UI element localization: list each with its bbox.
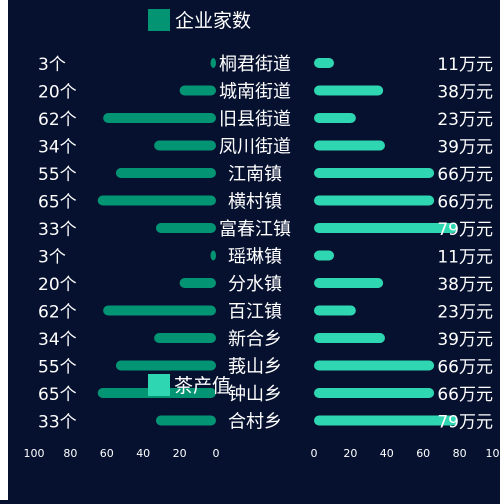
right-value-label-3: 39万元 bbox=[437, 138, 493, 158]
category-label-4: 江南镇 bbox=[228, 164, 282, 185]
left-axis-tick-0: 100 bbox=[24, 447, 45, 460]
left-value-label-9: 62个 bbox=[38, 303, 77, 323]
left-axis-tick-4: 20 bbox=[173, 447, 187, 460]
right-bar-10 bbox=[314, 333, 385, 343]
category-label-10: 新合乡 bbox=[228, 329, 282, 350]
left-value-label-8: 20个 bbox=[38, 275, 77, 295]
left-bar-10 bbox=[154, 333, 216, 343]
left-value-label-1: 20个 bbox=[38, 83, 77, 103]
legend-swatch-enterprises bbox=[148, 9, 170, 31]
category-label-13: 合村乡 bbox=[228, 412, 282, 433]
right-value-label-12: 66万元 bbox=[437, 385, 493, 405]
right-value-label-9: 23万元 bbox=[437, 303, 493, 323]
right-bar-7 bbox=[314, 251, 334, 261]
category-label-7: 瑶琳镇 bbox=[228, 247, 282, 268]
left-axis-tick-2: 60 bbox=[100, 447, 114, 460]
right-bar-0 bbox=[314, 58, 334, 68]
right-bar-9 bbox=[314, 306, 356, 316]
right-axis-tick-0: 0 bbox=[311, 447, 318, 460]
right-value-label-2: 23万元 bbox=[437, 110, 493, 130]
right-axis-tick-2: 40 bbox=[380, 447, 394, 460]
category-label-9: 百江镇 bbox=[228, 302, 282, 323]
right-bar-6 bbox=[314, 223, 458, 233]
left-value-label-2: 62个 bbox=[38, 110, 77, 130]
left-value-label-13: 33个 bbox=[38, 413, 77, 433]
left-value-label-7: 3个 bbox=[38, 248, 66, 268]
right-value-label-7: 11万元 bbox=[437, 248, 493, 268]
left-bar-13 bbox=[156, 416, 216, 426]
left-bar-9 bbox=[103, 306, 216, 316]
left-value-label-5: 65个 bbox=[38, 193, 77, 213]
left-bar-3 bbox=[154, 141, 216, 151]
left-value-label-6: 33个 bbox=[38, 220, 77, 240]
right-axis-tick-5: 100 bbox=[486, 447, 500, 460]
left-bar-1 bbox=[180, 86, 216, 96]
category-label-0: 桐君街道 bbox=[219, 54, 291, 75]
left-bar-4 bbox=[116, 168, 216, 178]
category-label-2: 旧县街道 bbox=[219, 109, 291, 130]
right-bar-12 bbox=[314, 388, 434, 398]
left-bar-2 bbox=[103, 113, 216, 123]
right-value-label-11: 66万元 bbox=[437, 358, 493, 378]
left-value-label-11: 55个 bbox=[38, 358, 77, 378]
right-bar-13 bbox=[314, 416, 458, 426]
right-value-label-4: 66万元 bbox=[437, 165, 493, 185]
left-value-label-4: 55个 bbox=[38, 165, 77, 185]
right-bar-1 bbox=[314, 86, 383, 96]
left-axis-tick-1: 80 bbox=[63, 447, 77, 460]
right-bar-2 bbox=[314, 113, 356, 123]
right-value-label-8: 38万元 bbox=[437, 275, 493, 295]
legend-label-enterprises: 企业家数 bbox=[175, 10, 251, 32]
category-label-6: 富春江镇 bbox=[219, 219, 291, 240]
left-bar-7 bbox=[211, 251, 216, 261]
right-bar-11 bbox=[314, 361, 434, 371]
left-bar-0 bbox=[211, 58, 216, 68]
left-axis-tick-5: 0 bbox=[213, 447, 220, 460]
category-label-11: 莪山乡 bbox=[228, 357, 282, 378]
left-axis-tick-3: 40 bbox=[136, 447, 150, 460]
legend-swatch-tea-output bbox=[148, 374, 170, 396]
category-label-8: 分水镇 bbox=[228, 274, 282, 295]
left-value-label-3: 34个 bbox=[38, 138, 77, 158]
right-axis-tick-4: 80 bbox=[453, 447, 467, 460]
right-bar-4 bbox=[314, 168, 434, 178]
right-bar-3 bbox=[314, 141, 385, 151]
right-value-label-1: 38万元 bbox=[437, 83, 493, 103]
category-label-12: 钟山乡 bbox=[228, 384, 282, 405]
legend-label-tea-output: 茶产值 bbox=[174, 375, 231, 397]
left-frame-edge bbox=[0, 0, 8, 500]
right-bar-8 bbox=[314, 278, 383, 288]
left-value-label-10: 34个 bbox=[38, 330, 77, 350]
right-value-label-10: 39万元 bbox=[437, 330, 493, 350]
left-value-label-12: 65个 bbox=[38, 385, 77, 405]
left-bar-8 bbox=[180, 278, 216, 288]
right-value-label-5: 66万元 bbox=[437, 193, 493, 213]
category-label-1: 城南街道 bbox=[219, 82, 291, 103]
right-value-label-6: 79万元 bbox=[437, 220, 493, 240]
right-axis-tick-3: 60 bbox=[416, 447, 430, 460]
category-label-3: 凤川街道 bbox=[219, 137, 291, 158]
left-bar-5 bbox=[98, 196, 216, 206]
left-value-label-0: 3个 bbox=[38, 55, 66, 75]
category-label-5: 横村镇 bbox=[228, 192, 282, 213]
right-axis-tick-1: 20 bbox=[343, 447, 357, 460]
right-value-label-13: 79万元 bbox=[437, 413, 493, 433]
right-bar-5 bbox=[314, 196, 434, 206]
right-value-label-0: 11万元 bbox=[437, 55, 493, 75]
left-bar-6 bbox=[156, 223, 216, 233]
left-bar-11 bbox=[116, 361, 216, 371]
